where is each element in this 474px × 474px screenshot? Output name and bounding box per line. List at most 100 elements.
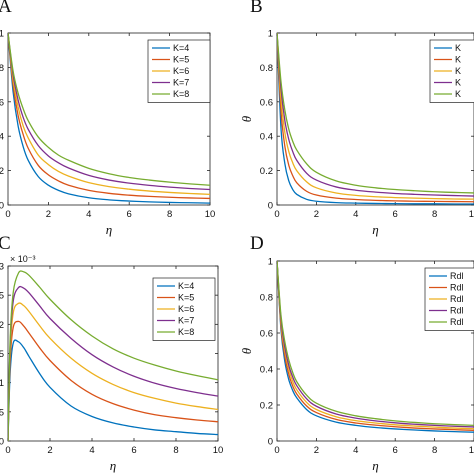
series-line-4 xyxy=(277,33,474,197)
series-line-3 xyxy=(277,261,474,430)
x-axis-label: η xyxy=(110,458,116,473)
x-tick-label: 2 xyxy=(46,209,51,220)
y-tick-label: 0 xyxy=(268,201,273,212)
y-tick-label: 1 xyxy=(0,378,4,389)
x-tick-label: 0 xyxy=(5,209,10,220)
x-tick-label: 8 xyxy=(167,209,172,220)
legend-label-4: K=7 xyxy=(173,78,189,88)
y-tick-label: 0.6 xyxy=(260,97,273,108)
chart-panel-a: 0 2 4 6 8 10 0 0.2 0.4 0.6 0.8 1 η A K=4 K=5K=6 K=7K=8 xyxy=(0,0,215,237)
x-tick-label: 10 xyxy=(469,209,474,220)
x-tick-label: 0 xyxy=(5,445,10,456)
panel-letter: D xyxy=(250,233,264,254)
y-tick-label: 0.6 xyxy=(0,97,4,108)
legend: K=4 K=5K=6 K=7K=8 xyxy=(152,277,216,341)
x-tick-label: 10 xyxy=(469,445,474,456)
y-tick-label: 0.8 xyxy=(260,293,273,304)
legend-label-5: K xyxy=(455,89,461,99)
y-tick-label: 0.4 xyxy=(260,365,273,376)
x-axis-label: η xyxy=(372,222,378,237)
series-line-5 xyxy=(8,33,210,186)
x-tick-label: 2 xyxy=(314,209,319,220)
series-line-5 xyxy=(277,33,474,194)
legend-label-2: Rdl xyxy=(450,283,464,293)
chart-panel-c: 0 2 4 6 8 10 0 0.5 1 1.5 2 2.5 3 × 10⁻³ η C K=4 K=5K=6 K=7… xyxy=(0,233,223,473)
x-tick-label: 6 xyxy=(127,209,132,220)
legend-label-4: K xyxy=(455,78,461,88)
series-line-2 xyxy=(277,33,474,203)
x-tick-label: 10 xyxy=(213,445,224,456)
y-tick-label: 1 xyxy=(268,257,273,268)
x-axis-label: η xyxy=(372,458,378,473)
series-line-4 xyxy=(8,33,210,191)
legend-label-5: K=8 xyxy=(173,89,189,99)
y-tick-label: 1.5 xyxy=(0,349,4,360)
legend-label-4: K=7 xyxy=(178,316,194,326)
y-tick-label: 0.5 xyxy=(0,407,4,418)
x-axis-label: η xyxy=(106,222,112,237)
series-line-4 xyxy=(8,285,218,441)
y-tick-label: 0.2 xyxy=(260,166,273,177)
panel-letter: C xyxy=(0,233,11,254)
panel-letter: A xyxy=(0,0,12,17)
legend-label-1: Rdl xyxy=(450,271,464,281)
x-tick-label: 6 xyxy=(131,445,136,456)
x-tick-label: 4 xyxy=(353,445,358,456)
y-tick-label: 0.2 xyxy=(0,166,4,177)
y-tick-label: 0.8 xyxy=(260,63,273,74)
legend-label-3: K=6 xyxy=(178,304,194,314)
y-tick-label: 0.6 xyxy=(260,329,273,340)
legend-label-1: K=4 xyxy=(178,281,194,291)
legend-label-3: Rdl xyxy=(450,294,464,304)
x-tick-label: 0 xyxy=(274,209,279,220)
series-line-1 xyxy=(8,33,210,204)
y-tick-label: 0 xyxy=(0,437,4,448)
x-tick-label: 8 xyxy=(432,445,437,456)
series-line-2 xyxy=(8,320,218,441)
y-tick-label: 0.4 xyxy=(260,132,273,143)
y-tick-label: 0 xyxy=(268,437,273,448)
plot-frame xyxy=(7,32,211,206)
legend-label-2: K=5 xyxy=(173,55,189,65)
x-tick-label: 2 xyxy=(314,445,319,456)
legend-label-5: Rdl xyxy=(450,317,464,327)
x-tick-label: 4 xyxy=(86,209,91,220)
series-line-3 xyxy=(8,302,218,441)
x-tick-label: 4 xyxy=(353,209,358,220)
legend-label-1: K xyxy=(455,43,461,53)
y-tick-label: 2.5 xyxy=(0,291,4,302)
series-line-3 xyxy=(8,33,210,195)
plot-frame xyxy=(276,32,474,206)
x-tick-label: 4 xyxy=(89,445,94,456)
series-line-4 xyxy=(277,261,474,428)
x-tick-label: 8 xyxy=(173,445,178,456)
legend-label-1: K=4 xyxy=(173,43,189,53)
y-tick-label: 1 xyxy=(0,29,4,40)
legend: K=4 K=5K=6 K=7K=8 xyxy=(147,39,211,103)
legend-label-2: K=5 xyxy=(178,293,194,303)
series-line-1 xyxy=(277,261,474,433)
series-line-5 xyxy=(8,270,218,441)
y-tick-label: 0.8 xyxy=(0,63,4,74)
x-tick-label: 8 xyxy=(432,209,437,220)
x-tick-label: 6 xyxy=(393,209,398,220)
x-tick-label: 2 xyxy=(47,445,52,456)
legend-label-3: K=6 xyxy=(173,66,189,76)
x-tick-label: 6 xyxy=(393,445,398,456)
series-line-2 xyxy=(8,33,210,200)
legend-label-2: K xyxy=(455,55,461,65)
y-axis-multiplier: × 10⁻³ xyxy=(10,254,36,264)
y-axis-label: θ xyxy=(239,115,254,122)
series-line-2 xyxy=(277,261,474,432)
plot-frame xyxy=(276,260,474,442)
y-tick-label: 3 xyxy=(0,262,4,273)
y-tick-label: 0 xyxy=(0,201,4,212)
y-tick-label: 1 xyxy=(268,29,273,40)
y-tick-label: 0.4 xyxy=(0,132,4,143)
panel-letter: B xyxy=(250,0,263,17)
